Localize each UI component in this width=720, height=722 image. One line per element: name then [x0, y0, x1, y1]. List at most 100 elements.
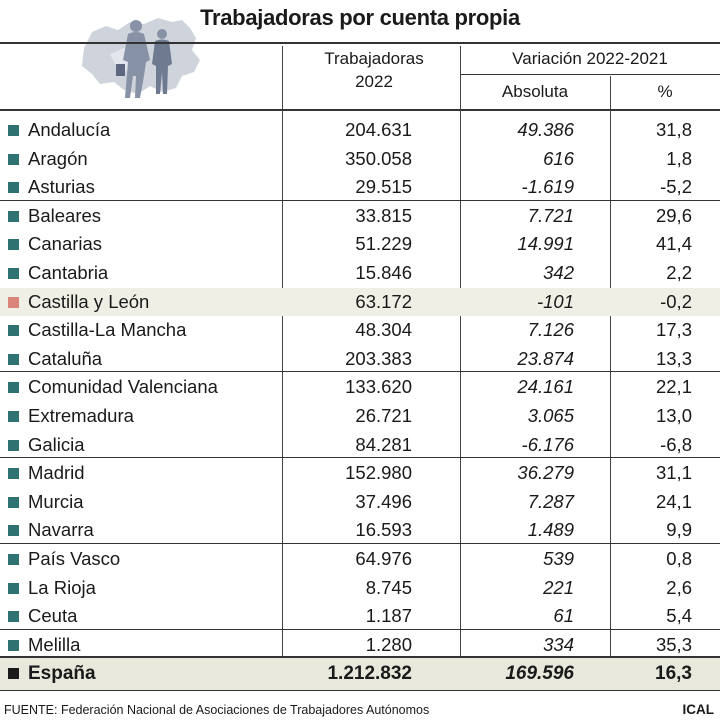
row-bullet — [8, 239, 19, 251]
row-workers: 152.980 — [345, 462, 412, 484]
row-region: Galicia — [28, 433, 85, 455]
column-divider-2 — [460, 46, 461, 690]
row-workers: 350.058 — [345, 147, 412, 169]
row-bullet — [8, 125, 19, 136]
header-workers: Trabajadoras 2022 — [290, 47, 458, 93]
row-region: Extremadura — [28, 405, 134, 426]
row-percent: 22,1 — [655, 376, 692, 398]
row-bullet — [8, 611, 19, 623]
row-absolute: 221 — [543, 576, 574, 598]
row-percent: -5,2 — [660, 176, 692, 198]
group-separator — [0, 543, 720, 544]
row-absolute: 7.287 — [527, 490, 574, 512]
column-divider-1 — [282, 46, 283, 690]
table-row: Melilla 1.280 334 35,3 — [0, 631, 720, 660]
row-absolute: 24.161 — [517, 376, 574, 398]
row-absolute: 342 — [543, 262, 574, 283]
total-row-bullet — [8, 668, 19, 679]
table-row: Ceuta 1.187 61 5,4 — [0, 602, 720, 631]
row-bullet — [8, 439, 19, 451]
table-row: País Vasco 64.976 539 0,8 — [0, 545, 720, 574]
header-variation-group: Variación 2022-2021 — [512, 49, 668, 68]
header-bottom-rule — [0, 109, 720, 111]
row-absolute: 49.386 — [517, 119, 574, 140]
row-percent: 41,4 — [655, 233, 692, 255]
row-region: La Rioja — [28, 576, 96, 598]
header-workers-label: Trabajadoras 2022 — [324, 49, 424, 91]
row-percent: 1,8 — [666, 147, 692, 169]
row-workers: 204.631 — [345, 119, 412, 140]
row-workers: 51.229 — [355, 233, 412, 255]
total-row: España 1.212.832 169.596 16,3 — [0, 657, 720, 690]
row-region: Canarias — [28, 233, 103, 255]
table-row: Extremadura 26.721 3.065 13,0 — [0, 402, 720, 431]
row-percent: 5,4 — [666, 605, 692, 627]
row-workers: 63.172 — [355, 290, 412, 312]
row-absolute: 334 — [543, 633, 574, 655]
group-separator — [0, 457, 720, 459]
row-workers: 64.976 — [355, 548, 412, 569]
row-bullet — [8, 210, 19, 222]
row-percent: 9,9 — [666, 519, 692, 541]
row-bullet — [8, 296, 19, 308]
row-region: Murcia — [28, 490, 84, 512]
header-percent: % — [657, 82, 673, 101]
table-row: Aragón 350.058 616 1,8 — [0, 145, 720, 174]
table-row: Canarias 51.229 14.991 41,4 — [0, 230, 720, 259]
total-bottom-rule — [0, 690, 720, 691]
row-bullet — [8, 582, 19, 594]
table-row: Madrid 152.980 36.279 31,1 — [0, 459, 720, 488]
row-absolute: -1.619 — [521, 176, 574, 198]
row-percent: -6,8 — [660, 433, 692, 455]
table-row: Castilla y León 63.172 -101 -0,2 — [0, 287, 720, 317]
row-bullet — [8, 353, 19, 365]
row-region: Baleares — [28, 204, 102, 226]
header-top-rule — [0, 42, 720, 44]
row-bullet — [8, 182, 19, 194]
row-absolute: 3.065 — [527, 405, 574, 426]
row-absolute: 61 — [553, 605, 574, 627]
row-absolute: -101 — [536, 290, 574, 312]
row-bullet — [8, 325, 19, 337]
total-workers: 1.212.832 — [327, 663, 412, 684]
group-separator — [0, 371, 720, 373]
row-workers: 16.593 — [355, 519, 412, 541]
row-region: País Vasco — [28, 548, 121, 569]
row-percent: 2,6 — [666, 576, 692, 598]
table-row: Navarra 16.593 1.489 9,9 — [0, 516, 720, 545]
row-percent: 2,2 — [666, 262, 692, 283]
column-divider-3 — [610, 76, 611, 690]
table-row: Asturias 29.515 -1.619 -5,2 — [0, 173, 720, 202]
row-region: Ceuta — [28, 605, 78, 627]
row-region: Madrid — [28, 462, 85, 484]
row-region: Aragón — [28, 147, 88, 169]
row-region: Comunidad Valenciana — [28, 376, 218, 398]
row-workers: 203.383 — [345, 347, 412, 369]
row-percent: 35,3 — [655, 633, 692, 655]
row-bullet — [8, 268, 19, 279]
total-region: España — [28, 663, 96, 684]
credit-label: ICAL — [682, 702, 715, 717]
table-row: Andalucía 204.631 49.386 31,8 — [0, 116, 720, 145]
row-percent: -0,2 — [660, 290, 692, 312]
row-region: Castilla y León — [28, 290, 150, 312]
source-note: FUENTE: Federación Nacional de Asociacio… — [4, 703, 430, 717]
row-percent: 24,1 — [655, 490, 692, 512]
row-bullet — [8, 382, 19, 394]
group-separator — [0, 199, 720, 201]
row-region: Cantabria — [28, 262, 109, 283]
row-percent: 17,3 — [655, 319, 692, 341]
row-bullet — [8, 639, 19, 651]
row-bullet — [8, 468, 19, 480]
row-absolute: 1.489 — [527, 519, 574, 541]
row-region: Andalucía — [28, 119, 111, 140]
row-absolute: 14.991 — [517, 233, 574, 255]
row-workers: 1.280 — [365, 633, 412, 655]
row-workers: 26.721 — [355, 405, 412, 426]
row-workers: 84.281 — [355, 433, 412, 455]
variation-subrule — [460, 74, 720, 75]
table-row: Castilla-La Mancha 48.304 7.126 17,3 — [0, 316, 720, 345]
row-absolute: 616 — [543, 147, 574, 169]
header-absolute: Absoluta — [501, 82, 569, 101]
table-row: La Rioja 8.745 221 2,6 — [0, 574, 720, 603]
